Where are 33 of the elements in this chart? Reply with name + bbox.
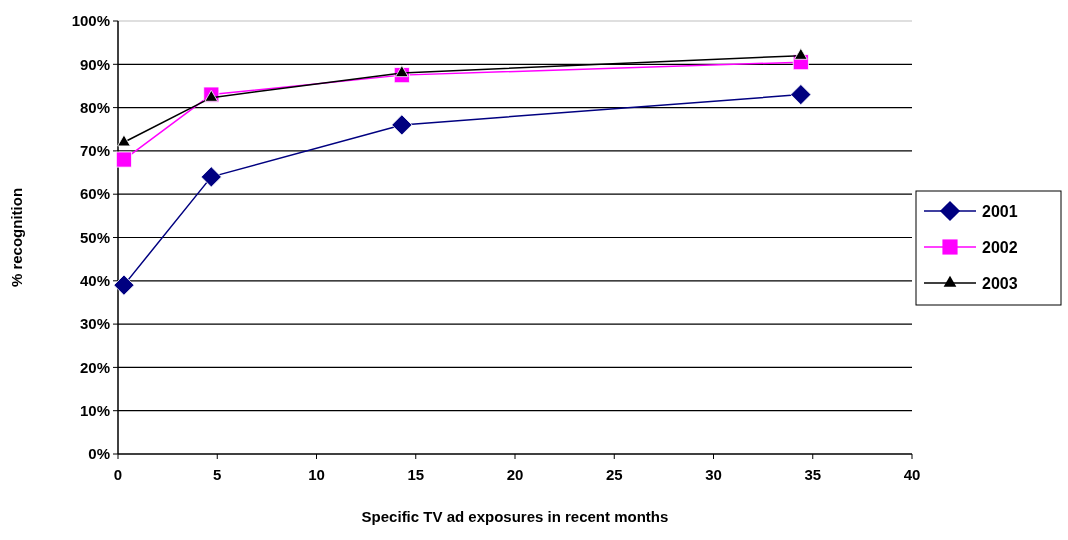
point <box>113 274 135 296</box>
y-tick-label: 10% <box>79 401 110 419</box>
x-tick-label: 20 <box>506 466 524 483</box>
y-tick-label: 60% <box>79 185 110 203</box>
point <box>794 47 808 60</box>
legend-label: 2002 <box>982 238 1018 256</box>
point <box>115 151 132 168</box>
y-tick-label: 50% <box>79 228 110 246</box>
point <box>117 134 131 147</box>
y-tick-label: 90% <box>79 55 110 73</box>
legend-label: 2001 <box>982 202 1018 220</box>
y-tick-label: 0% <box>88 445 110 463</box>
x-tick-label: 15 <box>407 466 425 483</box>
x-tick-label: 25 <box>605 466 623 483</box>
y-tick-label: 100% <box>71 12 110 30</box>
x-axis-title: Specific TV ad exposures in recent months <box>361 508 669 525</box>
point <box>790 84 812 106</box>
y-axis-title: % recognition <box>8 187 25 288</box>
y-tick-label: 40% <box>79 272 110 290</box>
x-tick-label: 35 <box>804 466 822 483</box>
y-tick-label: 70% <box>79 142 110 160</box>
legend-label: 2003 <box>982 274 1018 292</box>
x-tick-label: 10 <box>308 466 325 483</box>
point <box>200 166 222 188</box>
point <box>395 65 409 78</box>
y-tick-label: 20% <box>79 358 110 376</box>
x-tick-label: 40 <box>903 466 921 483</box>
point <box>391 114 413 136</box>
y-tick-label: 30% <box>79 315 110 333</box>
x-tick-label: 5 <box>213 466 222 483</box>
x-tick-label: 30 <box>705 466 722 483</box>
x-tick-label: 0 <box>113 466 123 483</box>
y-tick-label: 80% <box>79 98 110 116</box>
